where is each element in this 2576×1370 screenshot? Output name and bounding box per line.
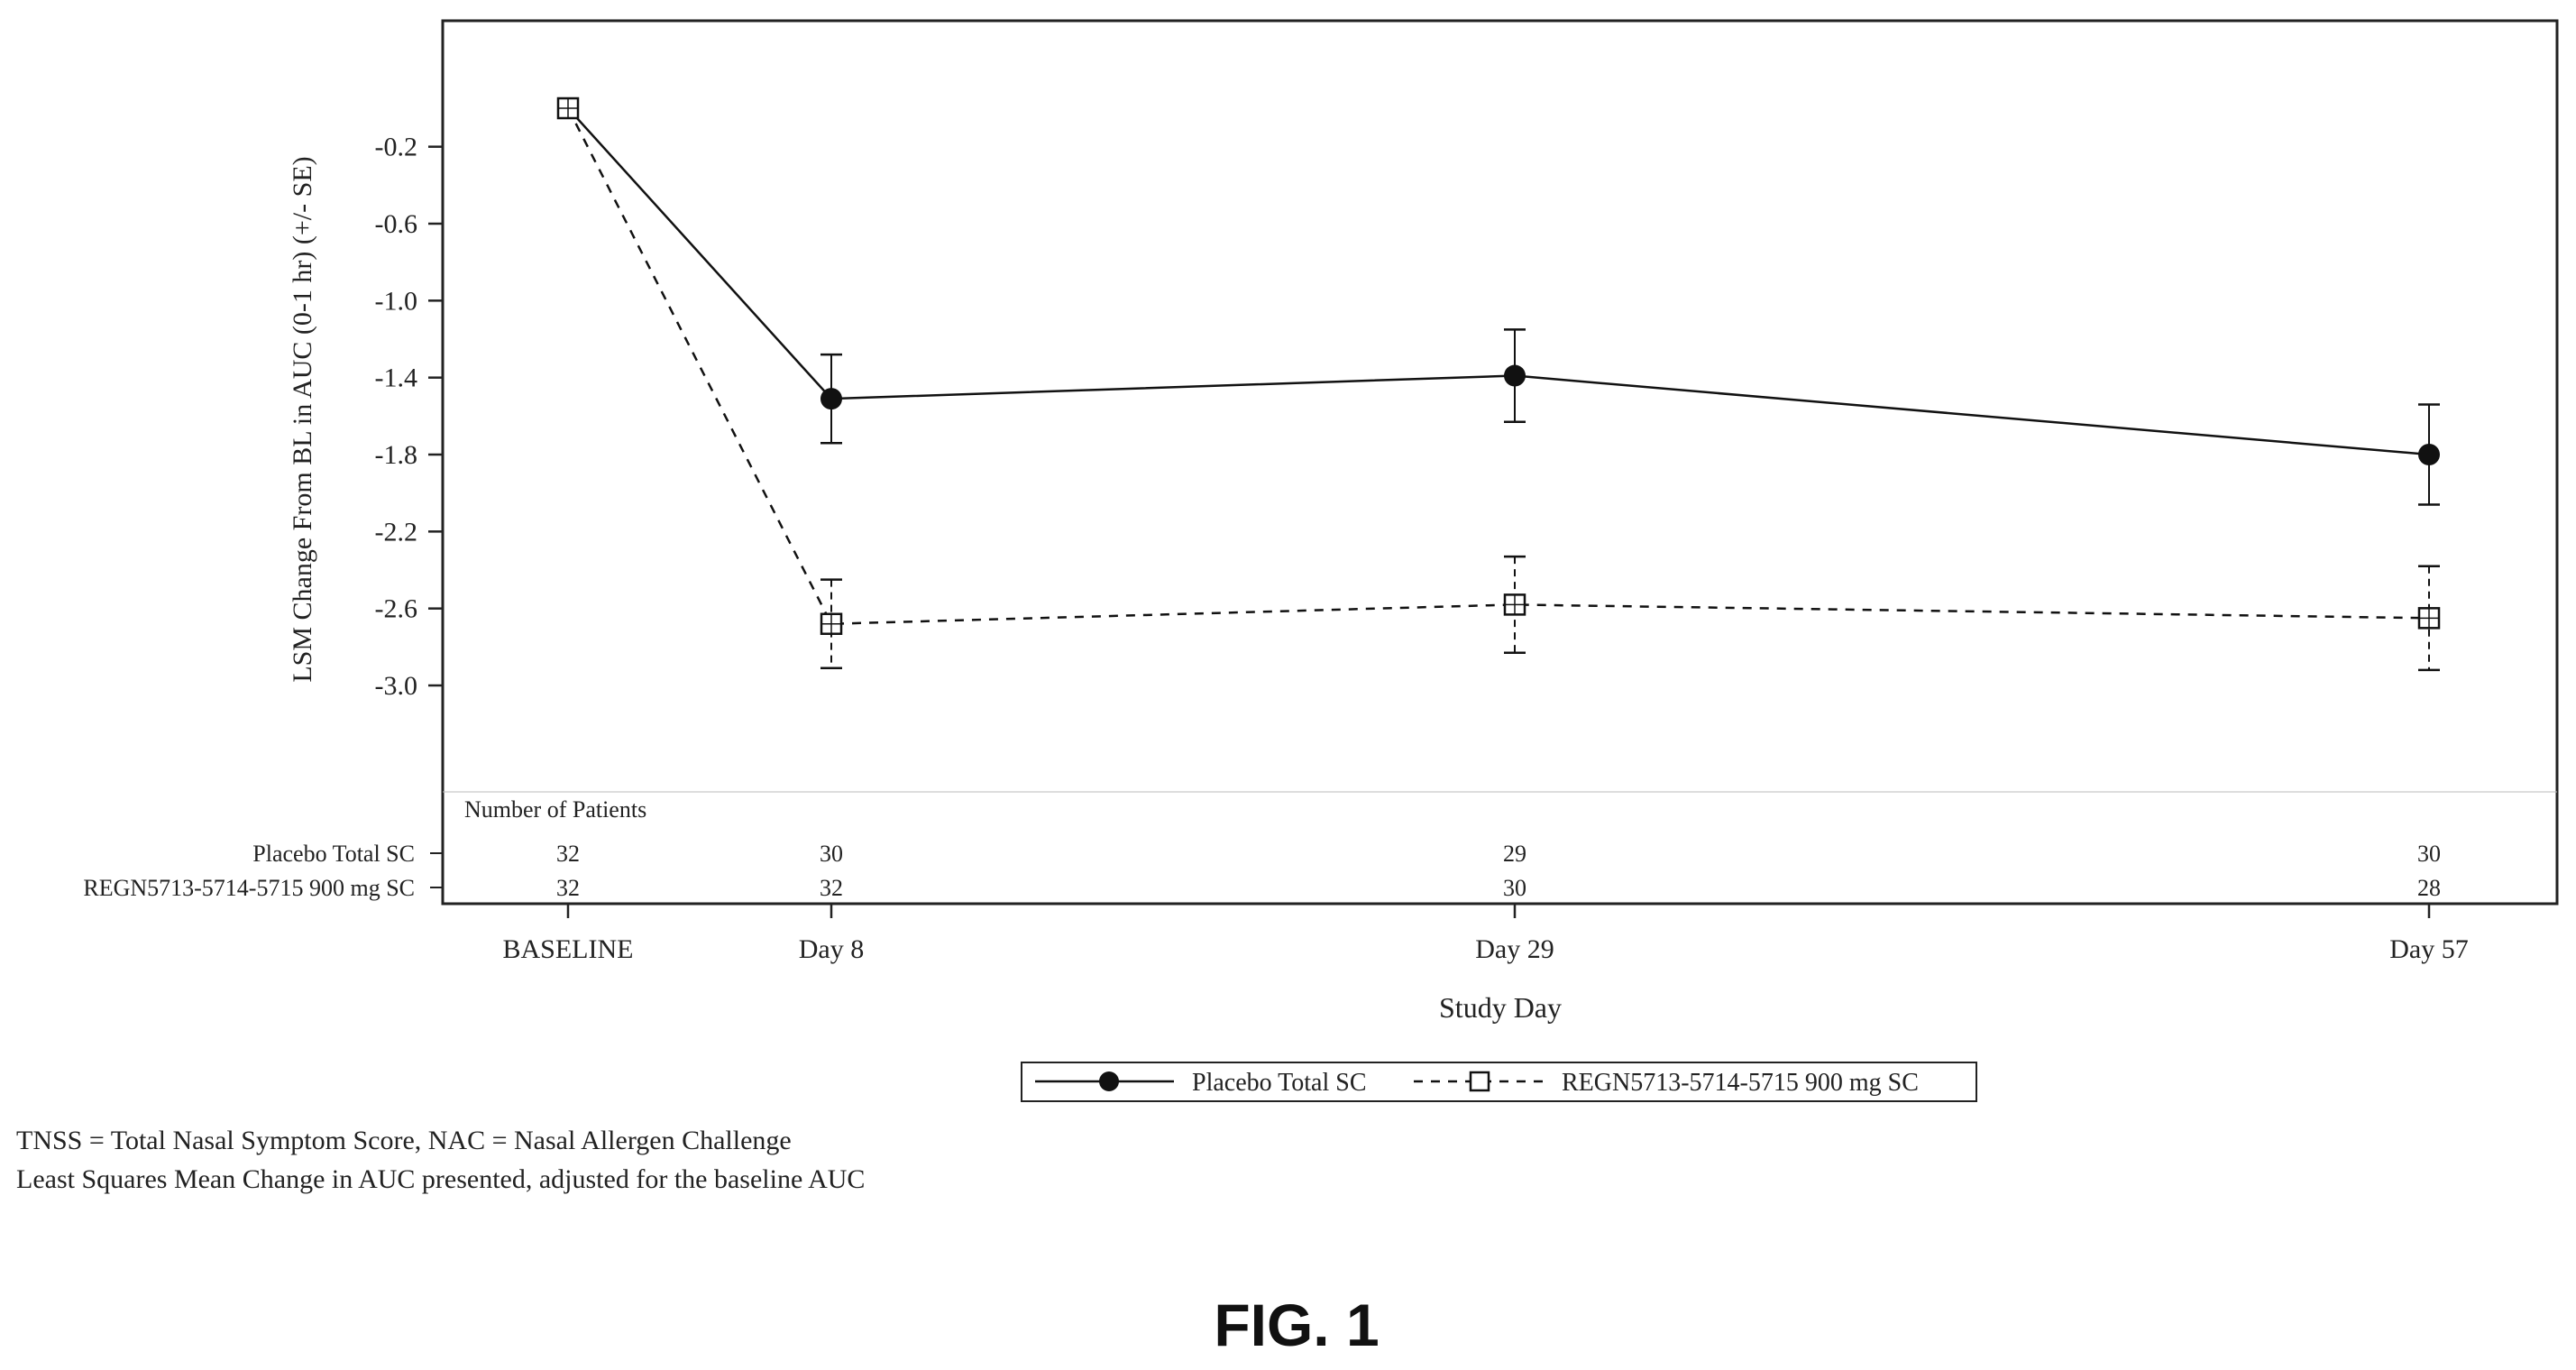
plot-frame (441, 19, 2559, 906)
patients-count: 30 (1503, 875, 1526, 901)
legend-box (1021, 1062, 1977, 1102)
x-tick-label: BASELINE (503, 934, 634, 964)
patients-count: 32 (556, 875, 580, 901)
series-lines (566, 107, 2430, 626)
legend: Placebo Total SC REGN5713-5714-5715 900 … (1021, 1062, 1977, 1102)
patients-table-title: Number of Patients (464, 796, 646, 823)
figure-label: FIG. 1 (1214, 1292, 1379, 1358)
footnote-2: Least Squares Mean Change in AUC present… (16, 1164, 865, 1194)
y-tick-label: -2.2 (375, 517, 418, 547)
legend-placebo-marker (1099, 1071, 1119, 1091)
patients-count: 28 (2417, 875, 2441, 901)
x-axis-label: Study Day (1439, 991, 1562, 1024)
legend-regn-marker (1469, 1071, 1490, 1092)
series-line-0 (567, 107, 2430, 456)
error-bars (820, 328, 2440, 672)
data-point-0 (1504, 364, 1526, 387)
y-axis-label: LSM Change From BL in AUC (0-1 hr) (+/- … (288, 156, 317, 682)
y-tick-label: -2.6 (375, 594, 418, 624)
data-point-0 (2418, 444, 2440, 465)
y-tick-label: -0.2 (375, 133, 418, 162)
y-tick-label: -1.0 (375, 286, 418, 316)
legend-placebo-label: Placebo Total SC (1192, 1069, 1367, 1097)
patients-row-label: REGN5713-5714-5715 900 mg SC (83, 875, 415, 901)
x-ticks: BASELINE Day 8 Day 29 Day 57 (503, 904, 2469, 964)
patients-table: Number of Patients Placebo Total SC 32 30 29… (83, 796, 2441, 901)
y-tick-label: -1.8 (375, 440, 418, 470)
x-tick-label: Day 57 (2389, 934, 2468, 964)
y-tick-label: -3.0 (375, 671, 418, 701)
patients-count: 30 (820, 841, 843, 867)
patients-count: 30 (2417, 841, 2441, 867)
patients-count: 29 (1503, 841, 1526, 867)
y-tick-label: -1.4 (375, 363, 418, 393)
patients-row-label: Placebo Total SC (252, 841, 415, 867)
x-tick-label: Day 29 (1475, 934, 1554, 964)
y-tick-label: -0.6 (375, 209, 418, 239)
patients-count: 32 (820, 875, 843, 901)
footnote-1: TNSS = Total Nasal Symptom Score, NAC = … (16, 1126, 792, 1155)
data-point-0 (820, 388, 842, 410)
y-ticks: -0.2 -0.6 -1.0 -1.4 -1.8 -2.2 -2.6 -3.0 (375, 133, 443, 701)
patients-count: 32 (556, 841, 580, 867)
markers (556, 97, 2441, 635)
legend-regn-label: REGN5713-5714-5715 900 mg SC (1562, 1069, 1919, 1097)
series-line-1 (566, 107, 2430, 626)
x-tick-label: Day 8 (799, 934, 864, 964)
